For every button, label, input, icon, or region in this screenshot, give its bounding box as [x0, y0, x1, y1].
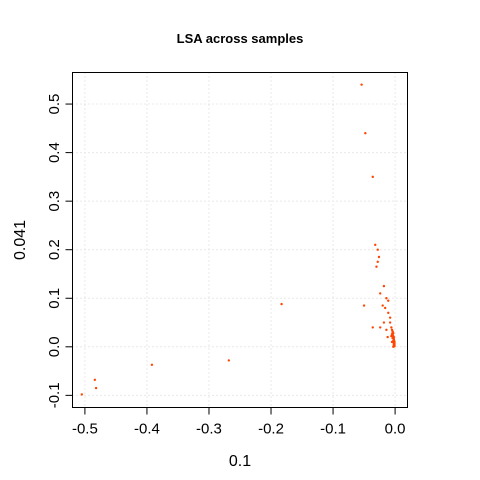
data-point: [383, 306, 387, 310]
data-point: [387, 299, 390, 302]
data-point: [390, 326, 393, 329]
data-point: [377, 255, 381, 259]
data-point: [390, 334, 393, 338]
y-tick-label: 0.4: [46, 142, 63, 163]
data-point: [391, 336, 394, 340]
data-point: [385, 328, 388, 332]
y-tick-label: 0.0: [46, 336, 63, 357]
x-tick-label: -0.1: [320, 421, 346, 438]
data-point: [379, 326, 382, 329]
data-point: [80, 393, 84, 396]
data-point: [381, 304, 384, 307]
data-point: [362, 304, 366, 307]
data-point: [374, 243, 377, 247]
data-point: [376, 260, 379, 264]
y-axis-label: 0.041: [12, 220, 29, 260]
y-tick-label: -0.1: [46, 382, 63, 408]
data-point: [382, 284, 386, 288]
data-point: [388, 321, 392, 324]
data-point: [280, 302, 283, 306]
data-point: [371, 175, 374, 179]
data-point: [382, 321, 386, 324]
data-points: [80, 83, 396, 396]
x-axis: -0.5 -0.4 -0.3 -0.2 -0.1 0.0: [72, 407, 406, 438]
y-tick-label: 0.2: [46, 239, 63, 260]
data-point: [391, 331, 394, 334]
data-point: [94, 386, 98, 390]
grid-lines: [72, 72, 408, 408]
x-tick-label: -0.5: [72, 421, 98, 438]
data-point: [93, 378, 97, 382]
chart-title: LSA across samples: [177, 31, 304, 46]
x-axis-label: 0.1: [229, 453, 251, 470]
data-point: [150, 363, 154, 366]
data-point: [364, 131, 367, 135]
data-point: [376, 248, 379, 251]
plot-frame: [72, 72, 408, 408]
data-point: [390, 340, 394, 344]
y-axis: -0.1 0.0 0.1 0.2 0.3 0.4 0.5: [46, 94, 73, 408]
data-point: [388, 316, 392, 319]
data-point: [385, 297, 388, 300]
data-point: [386, 335, 389, 339]
x-tick-label: -0.4: [134, 421, 160, 438]
y-tick-label: 0.5: [46, 94, 63, 115]
y-tick-label: 0.3: [46, 191, 63, 212]
y-tick-label: 0.1: [46, 288, 63, 309]
data-point: [392, 345, 395, 349]
data-point: [379, 292, 382, 295]
data-point: [227, 359, 231, 362]
x-tick-label: 0.0: [385, 421, 406, 438]
data-point: [371, 326, 374, 329]
data-point: [387, 311, 390, 315]
x-tick-label: -0.2: [258, 421, 284, 438]
data-point: [390, 332, 394, 336]
x-tick-label: -0.3: [196, 421, 222, 438]
data-point: [360, 83, 363, 86]
data-point: [375, 265, 378, 268]
